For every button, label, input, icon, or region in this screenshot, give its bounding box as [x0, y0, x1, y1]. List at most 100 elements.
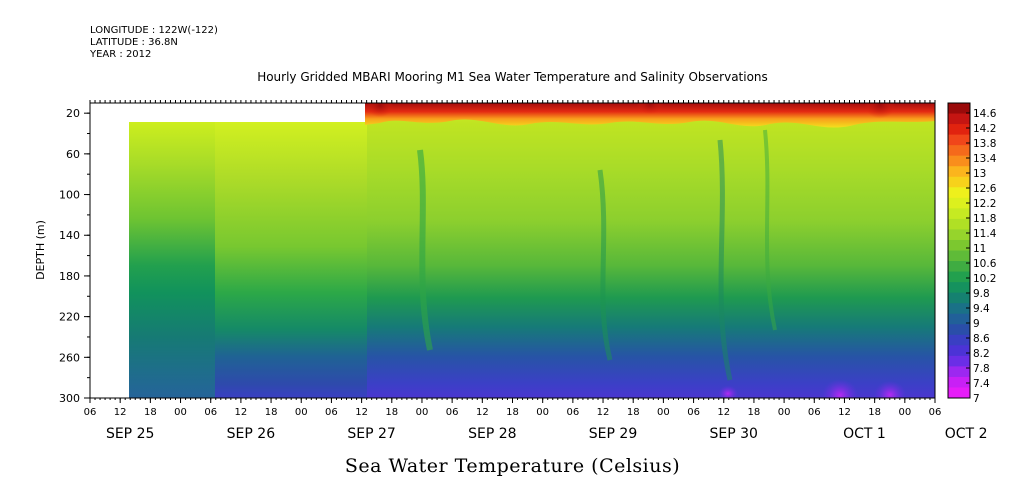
chart-title: Hourly Gridded MBARI Mooring M1 Sea Wate… — [257, 70, 768, 84]
colorbar-swatch — [948, 187, 970, 199]
colorbar-label: 8.6 — [973, 333, 990, 345]
colorbar-label: 12.2 — [973, 198, 996, 210]
colorbar-swatch — [948, 134, 970, 146]
colorbar-label: 13.8 — [973, 138, 996, 150]
cold-patch — [822, 376, 858, 398]
colorbar-label: 13 — [973, 168, 986, 180]
y-tick-label: 20 — [66, 107, 80, 120]
x-hour-label: 18 — [868, 407, 881, 418]
x-hour-label: 00 — [295, 407, 308, 418]
colorbar-swatch — [948, 208, 970, 220]
wave-streak — [597, 169, 613, 361]
x-hour-label: 18 — [144, 407, 157, 418]
cold-patch — [874, 378, 906, 398]
colorbar-label: 12.6 — [973, 183, 997, 195]
x-hour-label: 00 — [778, 407, 791, 418]
colorbar-swatch — [948, 313, 970, 325]
colorbar-label: 14.6 — [973, 108, 997, 120]
x-hour-label: 06 — [325, 407, 338, 418]
x-hour-label: 18 — [385, 407, 398, 418]
x-hour-label: 00 — [898, 407, 911, 418]
colorbar-swatch — [948, 197, 970, 209]
x-day-label: SEP 27 — [347, 426, 395, 442]
colorbar-label: 11 — [973, 243, 986, 255]
colorbar-label: 9.4 — [973, 303, 990, 315]
longitude-label: LONGITUDE : 122W(-122) — [90, 25, 218, 36]
x-hour-label: 12 — [717, 407, 730, 418]
heatmap-early-field — [129, 122, 217, 398]
year-label: YEAR : 2012 — [90, 49, 152, 60]
x-hour-label: 12 — [838, 407, 851, 418]
colorbar-swatch — [948, 355, 970, 367]
y-tick-label: 220 — [59, 311, 80, 324]
colorbar-swatch — [948, 292, 970, 304]
y-tick-label: 180 — [59, 270, 80, 283]
x-hour-label: 06 — [204, 407, 217, 418]
x-hour-label: 06 — [84, 407, 97, 418]
colorbar-swatch — [948, 155, 970, 167]
x-day-label: SEP 30 — [710, 426, 758, 442]
wave-streak — [717, 139, 733, 381]
y-axis-label: DEPTH (m) — [34, 220, 47, 280]
colorbar-caption: Sea Water Temperature (Celsius) — [344, 455, 681, 477]
y-tick-label: 140 — [59, 229, 80, 242]
colorbar-label: 9 — [973, 318, 980, 330]
colorbar-swatch — [948, 345, 970, 357]
colorbar-swatch — [948, 387, 970, 399]
surface-hot-patch — [636, 103, 664, 118]
x-hour-label: 00 — [174, 407, 187, 418]
surface-hot-patch — [366, 103, 394, 122]
x-hour-label: 18 — [265, 407, 278, 418]
x-hour-label: 12 — [114, 407, 127, 418]
heatmap-field — [90, 103, 935, 398]
y-tick-label: 300 — [59, 392, 80, 405]
y-tick-label: 100 — [59, 189, 80, 202]
x-hour-label: 06 — [808, 407, 821, 418]
latitude-label: LATITUDE : 36.8N — [90, 37, 178, 48]
colorbar-swatch — [948, 176, 970, 188]
colorbar-swatch — [948, 366, 970, 378]
x-hour-label: 12 — [235, 407, 248, 418]
colorbar-label: 11.4 — [973, 228, 997, 240]
colorbar-swatch — [948, 261, 970, 273]
colorbar-label: 14.2 — [973, 123, 996, 135]
colorbar-label: 7 — [973, 393, 980, 405]
colorbar-label: 7.8 — [973, 363, 990, 375]
y-tick-label: 60 — [66, 148, 80, 161]
colorbar-label: 10.6 — [973, 258, 997, 270]
x-day-label: OCT 1 — [843, 426, 886, 442]
heatmap-mid-field — [215, 122, 367, 398]
y-axis: 20 60 100 140 180 220 260 300 — [59, 107, 90, 405]
x-hour-label: 00 — [416, 407, 429, 418]
colorbar-label: 13.4 — [973, 153, 997, 165]
colorbar-swatch — [948, 282, 970, 294]
colorbar-swatch — [948, 124, 970, 136]
x-day-label: OCT 2 — [945, 426, 988, 442]
x-hour-label: 12 — [355, 407, 368, 418]
colorbar-swatch — [948, 239, 970, 251]
x-hour-label: 12 — [476, 407, 489, 418]
colorbar-label: 7.4 — [973, 378, 990, 390]
colorbar-frame — [947, 102, 971, 399]
colorbar-swatch — [948, 334, 970, 346]
x-hour-label: 18 — [748, 407, 761, 418]
colorbar-swatch — [948, 218, 970, 230]
x-day-label: SEP 25 — [106, 426, 154, 442]
colorbar-label: 8.2 — [973, 348, 990, 360]
colorbar-swatch — [948, 229, 970, 241]
colorbar-swatch — [948, 103, 970, 115]
x-day-label: SEP 28 — [468, 426, 516, 442]
x-day-label: SEP 29 — [589, 426, 637, 442]
x-hour-label: 00 — [536, 407, 549, 418]
x-hour-label: 06 — [687, 407, 700, 418]
colorbar-swatch — [948, 166, 970, 178]
colorbar-label: 10.2 — [973, 273, 996, 285]
x-hour-label: 06 — [446, 407, 459, 418]
colorbar-label: 11.8 — [973, 213, 996, 225]
x-hour-label: 06 — [566, 407, 579, 418]
wave-streak — [417, 149, 433, 351]
x-hour-label: 18 — [627, 407, 640, 418]
heatmap-main-field — [365, 103, 935, 398]
colorbar-label: 9.8 — [973, 288, 990, 300]
wave-streak — [763, 129, 777, 331]
